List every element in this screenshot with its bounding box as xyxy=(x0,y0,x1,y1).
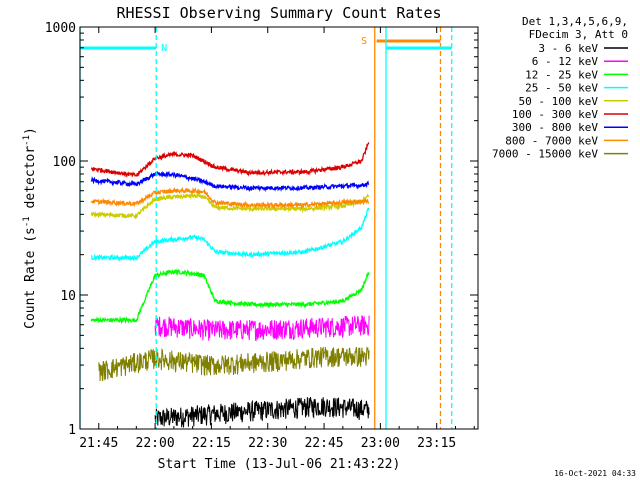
legend-label-8: 7000 - 15000 keV xyxy=(492,148,598,161)
series-line-8 xyxy=(98,346,370,382)
legend-label-7: 800 - 7000 keV xyxy=(505,134,598,147)
series-layer xyxy=(90,141,370,428)
legend-header-line-2: FDecim 3, Att 0 xyxy=(529,28,628,41)
y-label-mid: detector xyxy=(23,146,38,217)
axis-layer: 21:45 22:00 22:15 22:30 22:45 23:00 23:15 1 10 10… xyxy=(45,21,479,451)
x-tick-label: 22:15 xyxy=(192,436,231,451)
legend-label-2: 12 - 25 keV xyxy=(525,68,598,81)
annotation-s: S xyxy=(361,36,367,47)
y-tick-label: 1 xyxy=(68,423,76,438)
x-tick-label: 22:45 xyxy=(304,436,343,451)
series-line-3 xyxy=(90,207,370,262)
chart-title: RHESSI Observing Summary Count Rates xyxy=(116,4,441,22)
annotation-n: N xyxy=(161,43,167,54)
series-line-2 xyxy=(90,268,370,325)
series-line-5 xyxy=(90,141,370,178)
series-line-6 xyxy=(90,170,370,193)
y-label-sup-2: -1 xyxy=(22,135,32,146)
x-axis-label: Start Time (13-Jul-06 21:43:22) xyxy=(158,457,401,472)
x-tick-label: 23:00 xyxy=(361,436,400,451)
legend-header-line-1: Det 1,3,4,5,6,9, xyxy=(522,15,628,28)
y-axis-label: Count Rate (s-1 detector-1) xyxy=(22,127,38,329)
y-label-end: ) xyxy=(23,127,38,135)
x-tick-label: 22:30 xyxy=(248,436,287,451)
y-tick-label: 100 xyxy=(53,155,76,170)
plot-frame xyxy=(79,26,479,430)
series-line-7 xyxy=(90,186,370,210)
x-tick-label: 22:00 xyxy=(136,436,175,451)
generation-timestamp: 16-Oct-2021 04:33 xyxy=(554,469,636,478)
series-line-0 xyxy=(154,397,370,428)
x-tick-label: 21:45 xyxy=(79,436,118,451)
y-label-main: Count Rate (s xyxy=(23,227,38,329)
legend-label-6: 300 - 800 keV xyxy=(512,121,598,134)
legend-label-5: 100 - 300 keV xyxy=(512,108,598,121)
legend-label-1: 6 - 12 keV xyxy=(532,55,599,68)
legend-label-3: 25 - 50 keV xyxy=(525,82,598,95)
y-tick-label: 1000 xyxy=(45,21,76,36)
y-label-sup-1: -1 xyxy=(22,216,32,227)
y-tick-label: 10 xyxy=(60,289,76,304)
series-line-1 xyxy=(154,315,370,342)
legend-label-0: 3 - 6 keV xyxy=(538,42,598,55)
legend-label-4: 50 - 100 keV xyxy=(519,95,599,108)
x-tick-label: 23:15 xyxy=(417,436,456,451)
